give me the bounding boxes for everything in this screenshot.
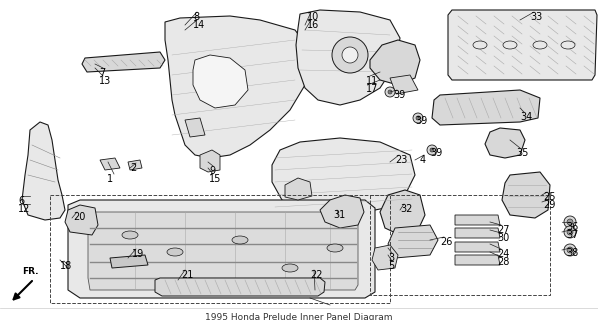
Text: 26: 26 <box>440 237 452 247</box>
Text: FR.: FR. <box>22 267 38 276</box>
Ellipse shape <box>232 236 248 244</box>
Polygon shape <box>296 10 400 105</box>
Ellipse shape <box>561 41 575 49</box>
Polygon shape <box>185 118 205 137</box>
Polygon shape <box>390 75 418 94</box>
Polygon shape <box>82 52 165 72</box>
Ellipse shape <box>327 244 343 252</box>
Text: 23: 23 <box>395 155 407 165</box>
Circle shape <box>388 90 392 94</box>
Polygon shape <box>455 228 500 238</box>
Polygon shape <box>372 245 398 270</box>
Circle shape <box>427 145 437 155</box>
Text: 39: 39 <box>415 116 427 126</box>
Polygon shape <box>380 190 425 235</box>
Polygon shape <box>100 158 120 170</box>
Text: 4: 4 <box>420 155 426 165</box>
Text: 33: 33 <box>530 12 542 22</box>
Circle shape <box>564 244 576 256</box>
Text: 34: 34 <box>520 112 532 122</box>
Text: 21: 21 <box>181 270 193 280</box>
Text: 22: 22 <box>310 270 322 280</box>
Polygon shape <box>455 255 500 265</box>
Text: 19: 19 <box>132 249 144 259</box>
Text: 14: 14 <box>193 20 205 30</box>
Circle shape <box>413 113 423 123</box>
Circle shape <box>567 247 573 253</box>
Polygon shape <box>370 40 420 85</box>
Text: 20: 20 <box>73 212 86 222</box>
Text: 5: 5 <box>388 261 394 271</box>
Text: 17: 17 <box>366 84 379 94</box>
Text: 12: 12 <box>18 204 30 214</box>
Ellipse shape <box>282 264 298 272</box>
Text: 1995 Honda Prelude Inner Panel Diagram: 1995 Honda Prelude Inner Panel Diagram <box>205 313 393 320</box>
Polygon shape <box>388 225 438 258</box>
Text: 39: 39 <box>430 148 443 158</box>
Text: 11: 11 <box>366 76 379 86</box>
Polygon shape <box>432 90 540 125</box>
Ellipse shape <box>122 231 138 239</box>
Bar <box>50 195 390 303</box>
Circle shape <box>416 116 420 120</box>
Polygon shape <box>285 178 312 200</box>
Bar <box>370 195 550 295</box>
Text: 1: 1 <box>107 174 113 184</box>
Text: 3: 3 <box>388 253 394 263</box>
Text: 13: 13 <box>99 76 111 86</box>
Polygon shape <box>485 128 525 158</box>
Ellipse shape <box>533 41 547 49</box>
Text: 29: 29 <box>543 200 556 210</box>
Polygon shape <box>22 122 65 220</box>
Text: 27: 27 <box>497 225 509 235</box>
Circle shape <box>564 226 576 238</box>
Polygon shape <box>455 242 500 252</box>
Text: 30: 30 <box>497 233 509 243</box>
Text: 9: 9 <box>209 166 215 176</box>
Ellipse shape <box>167 248 183 256</box>
Text: 24: 24 <box>497 249 509 259</box>
Polygon shape <box>193 55 248 108</box>
Circle shape <box>342 47 358 63</box>
Text: 25: 25 <box>543 192 556 202</box>
Polygon shape <box>272 138 415 215</box>
Text: 16: 16 <box>307 20 319 30</box>
Ellipse shape <box>473 41 487 49</box>
Polygon shape <box>68 200 375 298</box>
Text: 6: 6 <box>18 196 24 206</box>
Circle shape <box>567 219 573 225</box>
Text: 15: 15 <box>209 174 221 184</box>
Text: 8: 8 <box>193 12 199 22</box>
Polygon shape <box>455 215 500 225</box>
Text: 28: 28 <box>497 257 509 267</box>
Text: 37: 37 <box>566 230 578 240</box>
Text: 10: 10 <box>307 12 319 22</box>
Text: 36: 36 <box>566 222 578 232</box>
Circle shape <box>567 229 573 235</box>
Text: 31: 31 <box>333 210 345 220</box>
Polygon shape <box>448 10 597 80</box>
Polygon shape <box>88 212 358 290</box>
Ellipse shape <box>503 41 517 49</box>
Circle shape <box>332 37 368 73</box>
Polygon shape <box>110 255 148 268</box>
Text: 2: 2 <box>130 163 136 173</box>
Polygon shape <box>320 195 364 228</box>
Circle shape <box>430 148 434 152</box>
Text: 18: 18 <box>60 261 72 271</box>
Text: 39: 39 <box>393 90 405 100</box>
Circle shape <box>385 87 395 97</box>
Text: 38: 38 <box>566 248 578 258</box>
Polygon shape <box>165 16 310 158</box>
Polygon shape <box>65 205 98 235</box>
Text: 7: 7 <box>99 68 105 78</box>
Polygon shape <box>200 150 220 172</box>
Polygon shape <box>128 160 142 170</box>
Circle shape <box>564 216 576 228</box>
Text: 35: 35 <box>516 148 529 158</box>
Text: 32: 32 <box>400 204 413 214</box>
Polygon shape <box>155 278 325 296</box>
Polygon shape <box>502 172 550 218</box>
